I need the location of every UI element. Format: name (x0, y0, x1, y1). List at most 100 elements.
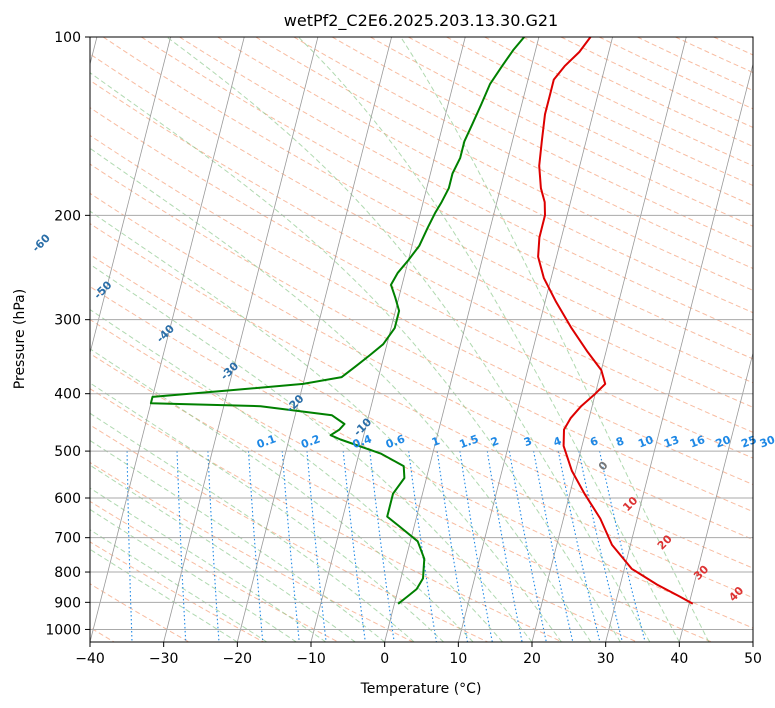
moist-adiabat (90, 308, 503, 642)
moist-adiabat (90, 412, 415, 642)
isotherm (384, 37, 540, 642)
x-axis-label: Temperature (°C) (360, 681, 482, 697)
dry-adiabat (484, 37, 753, 167)
y-tick-label: 300 (54, 313, 81, 329)
dry-adiabat (522, 37, 753, 148)
isotherm (457, 37, 613, 642)
dry-adiabat (90, 286, 753, 629)
mixing-ratio-line (342, 451, 366, 642)
y-tick-label: 400 (54, 387, 81, 403)
dry-adiabat (90, 254, 753, 599)
mixing-ratio-label: 3 (522, 434, 534, 449)
x-tick-label: 20 (523, 651, 541, 667)
mixing-ratio-line (369, 451, 395, 642)
dry-adiabat (370, 37, 753, 227)
isotherm-label: -50 (91, 278, 114, 301)
isotherm (236, 37, 392, 642)
isotherm (605, 62, 753, 642)
x-tick-label: −30 (149, 651, 179, 667)
y-tick-label: 1000 (45, 622, 81, 638)
mixing-ratio-label: 0.1 (255, 432, 278, 451)
moist-adiabat (90, 382, 444, 642)
moist-adiabat (400, 37, 710, 642)
mixing-ratio-label: 16 (688, 433, 707, 451)
isotherm (531, 37, 687, 642)
profile-line (537, 37, 694, 605)
mixing-ratio-label: 0.6 (384, 432, 407, 451)
dry-adiabat-label: 20 (655, 532, 675, 552)
isotherm (90, 37, 171, 355)
x-tick-label: 30 (597, 651, 615, 667)
isotherm (163, 37, 319, 642)
dry-adiabat (217, 37, 753, 314)
mixing-ratio-line (486, 451, 523, 642)
moist-adiabat (90, 147, 592, 642)
dry-adiabat-label: 30 (691, 563, 711, 583)
x-tick-label: 10 (449, 651, 467, 667)
y-axis: 100 200 300 400 500 600 700 800 900 1000 (45, 30, 90, 638)
y-tick-label: 600 (54, 491, 81, 507)
dry-adiabat (141, 37, 753, 360)
moist-adiabat (90, 548, 238, 642)
moist-adiabat (90, 464, 356, 642)
mixing-ratio-label: 0.2 (299, 432, 322, 451)
x-tick-label: 50 (744, 651, 762, 667)
moist-adiabat (297, 37, 680, 642)
dry-adiabat (598, 37, 753, 110)
mixing-ratio-label: 0.4 (351, 432, 374, 451)
moist-adiabat (90, 348, 474, 642)
dry-adiabat (90, 318, 712, 642)
mixing-ratio-label: 30 (758, 433, 775, 451)
y-tick-label: 100 (54, 30, 81, 46)
dry-adiabat (446, 37, 753, 187)
dry-adiabat (90, 500, 339, 642)
mixing-ratio-line (599, 450, 646, 642)
dry-adiabat (90, 53, 753, 408)
x-tick-label: −10 (296, 651, 326, 667)
x-axis: −40 −30 −20 −10 0 10 20 30 40 50 (75, 642, 762, 667)
y-tick-label: 800 (54, 565, 81, 581)
dry-adiabat (179, 37, 753, 337)
mixing-ratio-line (207, 451, 220, 642)
mixing-ratio-label: 25 (739, 433, 758, 450)
mixing-ratio-label: 4 (552, 434, 564, 449)
x-tick-label: −20 (223, 651, 253, 667)
isotherm (752, 640, 753, 642)
mixing-ratio-line (459, 451, 493, 642)
moist-adiabat (90, 439, 386, 642)
dry-adiabat (90, 79, 753, 433)
background-lines (90, 37, 753, 642)
dry-adiabat (713, 37, 753, 56)
mixing-ratio-label: 10 (636, 433, 655, 451)
mixing-ratio-line (436, 451, 469, 642)
mixing-ratio-label: 8 (614, 434, 626, 449)
isotherm (90, 37, 245, 642)
dry-adiabat (90, 134, 753, 486)
mixing-ratio-label: 1 (430, 434, 442, 449)
mixing-ratio-label: 1.5 (458, 432, 481, 451)
x-tick-label: 0 (380, 651, 389, 667)
mixing-ratio-line (578, 450, 623, 642)
mixing-ratio-line (247, 451, 264, 642)
x-tick-label: −40 (75, 651, 105, 667)
series-layer (149, 37, 694, 605)
y-tick-label: 700 (54, 531, 81, 547)
dry-adiabat (90, 424, 488, 642)
mixing-ratio-line (176, 451, 187, 642)
plot-frame (89, 36, 754, 643)
moist-adiabat (90, 529, 268, 642)
moist-adiabat (90, 263, 533, 642)
moist-adiabat (90, 72, 621, 642)
dry-adiabat (751, 37, 753, 39)
moist-adiabat (90, 210, 562, 642)
y-tick-label: 900 (54, 595, 81, 611)
isotherm (310, 37, 466, 642)
mixing-ratio-label: 6 (588, 434, 600, 449)
dry-adiabat (90, 223, 753, 569)
dry-adiabat (675, 37, 753, 74)
isotherm (678, 351, 753, 642)
dry-adiabat (560, 37, 753, 128)
dry-adiabat (90, 388, 563, 642)
dry-adiabat (90, 107, 753, 459)
dry-adiabat (293, 37, 753, 270)
